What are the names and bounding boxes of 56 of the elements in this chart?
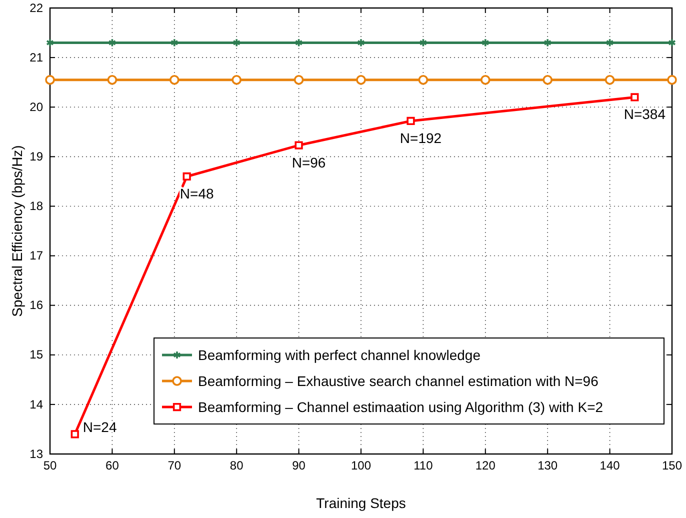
x-tick-label: 120 — [475, 458, 496, 473]
point — [606, 38, 614, 48]
point — [480, 74, 490, 85]
point — [294, 38, 303, 48]
point — [406, 116, 415, 126]
point — [108, 38, 116, 48]
y-tick-label: 20 — [30, 100, 44, 114]
x-tick-label: 140 — [600, 458, 620, 473]
y-tick-label: 19 — [30, 150, 44, 164]
x-tick-label: 60 — [106, 458, 120, 473]
legend-label: Beamforming – Exhaustive search channel estimation with N=96 — [198, 373, 599, 389]
x-tick-label: 70 — [168, 458, 182, 473]
y-tick-label: 17 — [30, 248, 44, 263]
annotation: N=384 — [624, 106, 666, 122]
point — [294, 141, 303, 150]
y-tick-label: 18 — [30, 199, 44, 214]
annotation: N=24 — [82, 419, 117, 436]
point — [107, 74, 118, 85]
y-tick-label: 13 — [30, 446, 44, 461]
x-tick-label: 80 — [230, 458, 244, 473]
legend-label: Beamforming – Channel estimaation using Algorithm (3) with K=2 — [198, 399, 604, 415]
x-tick-label: 110 — [414, 458, 434, 473]
y-axis-title: Spectral Efficiency (bps/Hz) — [9, 145, 25, 317]
point — [45, 74, 55, 85]
point — [604, 74, 615, 85]
y-tick-label: 22 — [30, 0, 44, 15]
point — [356, 74, 366, 85]
point — [182, 172, 191, 181]
x-axis-title: Training Steps — [316, 495, 406, 511]
x-tick-label: 150 — [662, 458, 682, 473]
x-tick-label: 130 — [538, 458, 558, 473]
point — [419, 38, 428, 48]
legend-label: Beamforming with perfect channel knowledge — [198, 347, 481, 363]
point — [170, 74, 180, 85]
y-tick-label: 21 — [30, 50, 44, 64]
y-tick-label: 15 — [30, 348, 44, 362]
point — [544, 38, 552, 48]
point — [418, 74, 428, 85]
point — [232, 74, 242, 85]
x-tick-label: 100 — [350, 458, 372, 473]
point — [170, 38, 178, 48]
annotation: N=192 — [400, 130, 442, 146]
point — [357, 38, 365, 48]
point — [667, 74, 677, 85]
point — [630, 93, 639, 102]
point — [70, 430, 79, 438]
x-tick-label: 90 — [292, 458, 306, 473]
y-tick-label: 16 — [30, 298, 44, 312]
x-tick-label: 50 — [43, 458, 57, 473]
point — [481, 38, 490, 48]
point — [232, 38, 241, 48]
point — [542, 74, 552, 85]
annotation: N=96 — [292, 154, 326, 170]
y-tick-label: 14 — [30, 397, 44, 412]
point — [294, 74, 304, 85]
annotation: N=48 — [180, 185, 214, 202]
